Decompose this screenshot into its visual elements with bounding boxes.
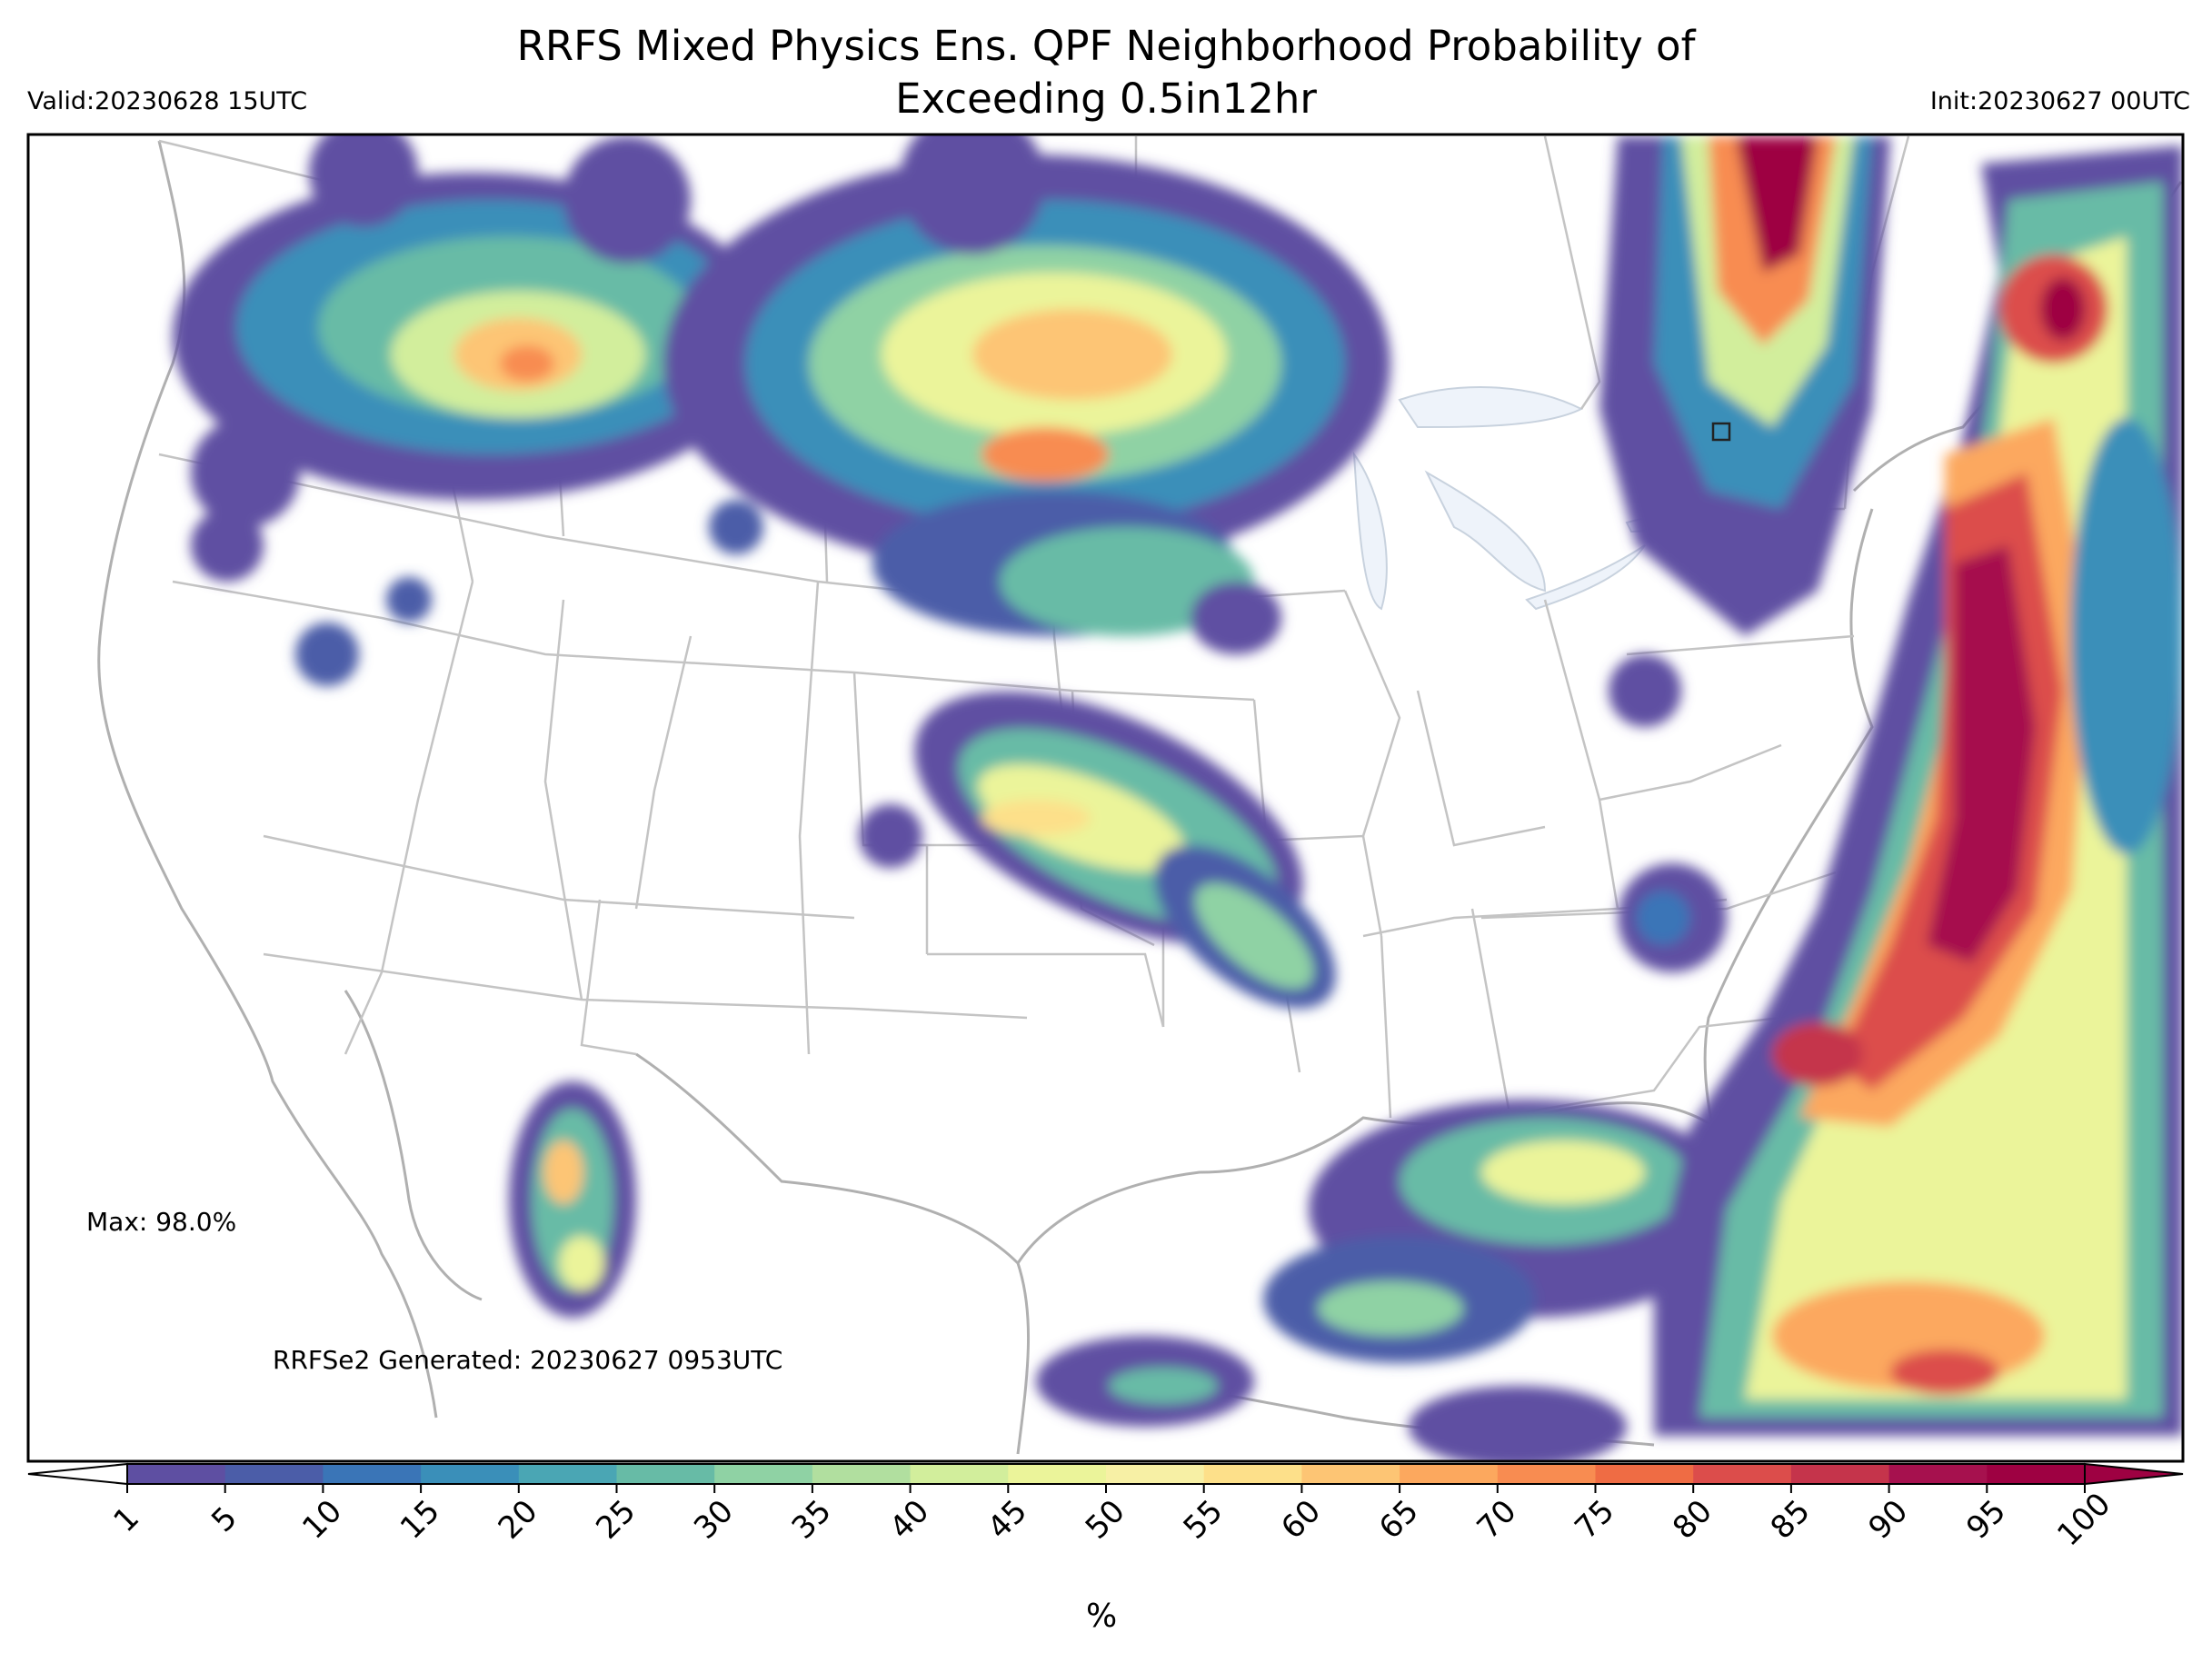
colorbar-cell bbox=[518, 1464, 617, 1484]
colorbar-cell bbox=[1888, 1464, 1988, 1484]
colorbar-cell bbox=[1301, 1464, 1400, 1484]
colorbar-tick-label: 70 bbox=[1470, 1493, 1524, 1547]
colorbar-cell bbox=[1008, 1464, 1107, 1484]
central-plains-cluster bbox=[859, 691, 1336, 1009]
east-coast-cluster bbox=[1599, 136, 2183, 1436]
colorbar-cell bbox=[323, 1464, 422, 1484]
colorbar-cell bbox=[1497, 1464, 1596, 1484]
colorbar-tick-label: 100 bbox=[2050, 1486, 2117, 1553]
colorbar-tick-label: 1 bbox=[106, 1499, 146, 1539]
generated-label: RRFSe2 Generated: 20230627 0953UTC bbox=[273, 1345, 783, 1375]
max-value-label: Max: 98.0% bbox=[86, 1207, 237, 1237]
init-time-label: Init:20230627 00UTC bbox=[1929, 87, 2190, 115]
southwest-cluster bbox=[509, 1081, 636, 1318]
great-lakes bbox=[1352, 386, 1703, 611]
colorbar-cell bbox=[1595, 1464, 1694, 1484]
colorbar-under-arrow bbox=[27, 1462, 128, 1486]
colorbar-cell bbox=[224, 1464, 324, 1484]
probability-field bbox=[173, 134, 2183, 1461]
colorbar-cell bbox=[1790, 1464, 1890, 1484]
colorbar-cell bbox=[714, 1464, 813, 1484]
colorbar-tick-label: 25 bbox=[589, 1493, 643, 1547]
colorbar-tick-label: 15 bbox=[394, 1493, 447, 1547]
max-location-marker bbox=[1711, 422, 1731, 442]
colorbar-cell bbox=[421, 1464, 520, 1484]
colorbar-cell bbox=[1987, 1464, 2086, 1484]
colorbar-unit-label: % bbox=[1086, 1598, 1118, 1635]
colorbar-tick-label: 45 bbox=[981, 1493, 1034, 1547]
colorbar-cell bbox=[1693, 1464, 1792, 1484]
colorbar-tick-label: 75 bbox=[1568, 1493, 1621, 1547]
map-title: RRFS Mixed Physics Ens. QPF Neighborhood… bbox=[0, 20, 2212, 125]
colorbar-cell bbox=[1203, 1464, 1302, 1484]
colorbar-cells bbox=[127, 1464, 2086, 1484]
colorbar-tick-label: 80 bbox=[1666, 1493, 1719, 1547]
colorbar-tick-label: 55 bbox=[1177, 1493, 1231, 1547]
colorbar-cell bbox=[616, 1464, 715, 1484]
colorbar-tick-label: 35 bbox=[785, 1493, 839, 1547]
colorbar-ticks: 1 5 10 15 20 25 30 35 40 45 50 55 60 65 70 75 80 85 90 95 10… bbox=[106, 1484, 2117, 1553]
colorbar-tick-label: 20 bbox=[492, 1493, 545, 1547]
colorbar-tick-label: 5 bbox=[204, 1499, 244, 1539]
colorbar-tick-label: 60 bbox=[1274, 1493, 1328, 1547]
colorbar-over-arrow bbox=[2084, 1462, 2184, 1486]
colorbar-cell bbox=[1400, 1464, 1499, 1484]
map-frame bbox=[26, 133, 2185, 1463]
title-line-1: RRFS Mixed Physics Ens. QPF Neighborhood… bbox=[516, 22, 1696, 70]
colorbar-cell bbox=[812, 1464, 912, 1484]
colorbar-tick-label: 85 bbox=[1764, 1493, 1818, 1547]
colorbar-tick-label: 50 bbox=[1079, 1493, 1132, 1547]
colorbar-cell bbox=[910, 1464, 1009, 1484]
colorbar-cell bbox=[1106, 1464, 1205, 1484]
north-central-cluster bbox=[663, 134, 1390, 654]
valid-time-label: Valid:20230628 15UTC bbox=[27, 87, 308, 115]
title-line-2: Exceeding 0.5in12hr bbox=[895, 75, 1317, 123]
gulf-cluster bbox=[1036, 1100, 1745, 1461]
colorbar-tick-label: 95 bbox=[1959, 1493, 2013, 1547]
colorbar-tick-label: 30 bbox=[687, 1493, 741, 1547]
colorbar-tick-label: 40 bbox=[882, 1493, 936, 1547]
colorbar-cell bbox=[127, 1464, 226, 1484]
nw-cluster bbox=[173, 134, 772, 686]
colorbar-tick-label: 65 bbox=[1372, 1493, 1426, 1547]
colorbar-tick-label: 10 bbox=[295, 1493, 349, 1547]
colorbar-tick-label: 90 bbox=[1861, 1493, 1915, 1547]
